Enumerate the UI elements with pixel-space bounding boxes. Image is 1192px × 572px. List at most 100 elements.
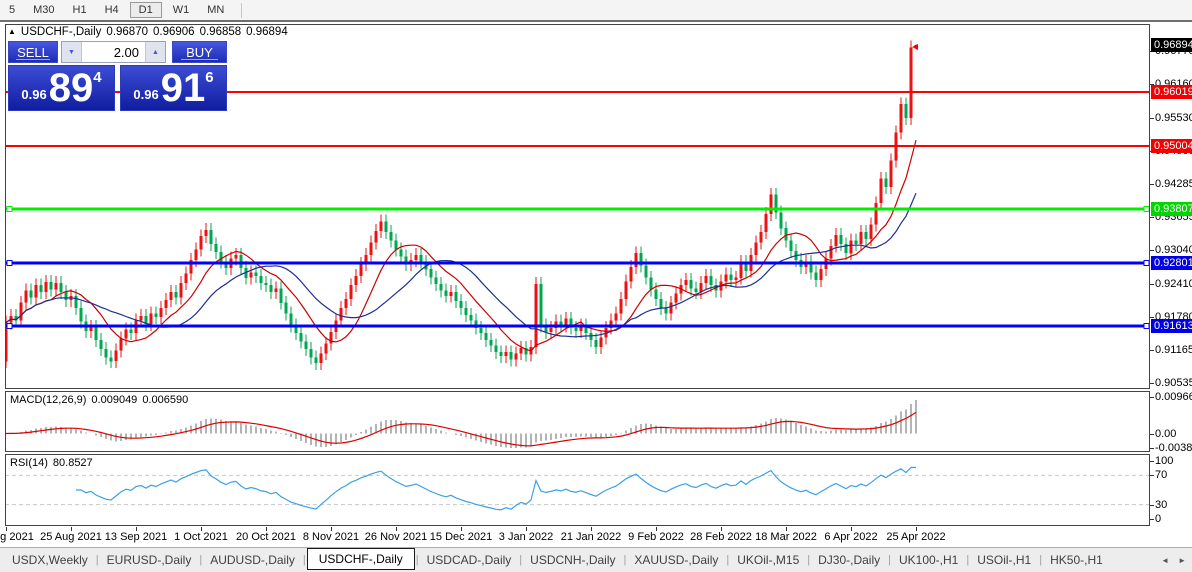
price-tick-mark — [1150, 434, 1154, 435]
main-chart-canvas[interactable] — [5, 24, 1150, 389]
level-price-label: 0.93807 — [1151, 202, 1192, 216]
date-tick-mark — [266, 527, 267, 531]
date-label: 3 Jan 2022 — [498, 531, 554, 543]
date-tick-mark — [591, 527, 592, 531]
tab-usdcnh-daily[interactable]: USDCNH-,Daily — [530, 553, 616, 567]
tab-separator: | — [966, 554, 970, 566]
sell-price-prefix: 0.96 — [21, 87, 47, 102]
date-tick-mark — [656, 527, 657, 531]
date-label: 8 Nov 2021 — [302, 531, 360, 543]
sell-underline — [16, 59, 50, 60]
macd-main-value: 0.009049 — [91, 394, 138, 406]
tab-hk50-h1[interactable]: HK50-,H1 — [1050, 553, 1103, 567]
tab-usdx-weekly[interactable]: USDX,Weekly — [12, 553, 88, 567]
tab-dj30-daily[interactable]: DJ30-,Daily — [818, 553, 881, 567]
sell-button[interactable]: SELL — [8, 41, 58, 63]
price-tick-mark — [1150, 383, 1154, 384]
date-tick-mark — [461, 527, 462, 531]
date-label: 1 Oct 2021 — [174, 531, 228, 543]
price-tick-label: 0.95530 — [1155, 112, 1192, 124]
tab-separator: | — [726, 554, 730, 566]
indicator-axis-label: 0.00 — [1155, 428, 1177, 440]
trade-panel: SELL ▼ 2.00 ▲ BUY 0.96 89 4 0.96 91 6 — [8, 41, 227, 111]
macd-signal-value: 0.006590 — [142, 394, 189, 406]
date-tick-mark — [6, 527, 7, 531]
date-tick-mark — [396, 527, 397, 531]
tab-separator: | — [302, 554, 306, 566]
date-tick-mark — [721, 527, 722, 531]
macd-indicator-canvas[interactable] — [5, 391, 1150, 452]
date-tick-mark — [851, 527, 852, 531]
date-label: 28 Feb 2022 — [690, 531, 752, 543]
timeframe-button-D1[interactable]: D1 — [129, 2, 162, 18]
last-price-marker-icon — [912, 44, 918, 50]
tab-usdcad-daily[interactable]: USDCAD-,Daily — [426, 553, 512, 567]
tab-separator: | — [95, 554, 99, 566]
rsi-line — [76, 466, 917, 511]
price-tick-label: 0.94285 — [1155, 178, 1192, 190]
buy-price-sup: 6 — [205, 69, 214, 86]
tab-scroll-right-icon[interactable]: ► — [1178, 555, 1186, 565]
candles — [5, 40, 918, 370]
macd-label: MACD(12,26,9) 0.009049 0.006590 — [10, 394, 188, 406]
tab-separator: | — [1039, 554, 1043, 566]
sell-price-box[interactable]: 0.96 89 4 — [8, 65, 115, 111]
volume-input[interactable]: 2.00 — [82, 42, 145, 62]
timeframe-button-5[interactable]: 5 — [9, 4, 16, 16]
buy-price-prefix: 0.96 — [133, 87, 159, 102]
buy-button[interactable]: BUY — [172, 41, 227, 63]
rsi-indicator-canvas[interactable] — [5, 454, 1150, 526]
volume-increase-button[interactable]: ▲ — [145, 42, 165, 62]
tab-separator: | — [888, 554, 891, 566]
symbol-tab-bar: USDX,Weekly | EURUSD-,Daily | AUDUSD-,Daily |… — [0, 547, 1192, 572]
date-label: 26 Nov 2021 — [364, 531, 428, 543]
low-value: 0.96858 — [199, 26, 242, 38]
indicator-axis-label: 30 — [1155, 499, 1168, 511]
buy-price-big: 91 — [160, 66, 206, 111]
buy-price-box[interactable]: 0.96 91 6 — [120, 65, 227, 111]
tab-scroll-left-icon[interactable]: ◄ — [1161, 555, 1170, 565]
tab-usoil-h1[interactable]: USOil-,H1 — [977, 553, 1032, 567]
price-tick-mark — [1150, 217, 1154, 218]
date-tick-mark — [526, 527, 527, 531]
date-label: 21 Jan 2022 — [560, 531, 622, 543]
macd-frame — [5, 391, 1150, 452]
date-tick-mark — [916, 527, 917, 531]
price-tick-label: 0.91165 — [1155, 344, 1192, 356]
timeframe-button-M30[interactable]: M30 — [33, 4, 55, 16]
current-price-label: 0.96894 — [1151, 38, 1192, 52]
timeframe-button-MN[interactable]: MN — [207, 4, 225, 16]
tab-separator: | — [415, 554, 419, 566]
tab-ukoil-m15[interactable]: UKOil-,M15 — [737, 553, 800, 567]
macd-histogram — [10, 400, 917, 449]
ma-fast-line — [5, 139, 917, 352]
open-value: 0.96870 — [106, 26, 148, 38]
date-tick-mark — [331, 527, 332, 531]
date-label: 25 Apr 2022 — [886, 531, 946, 543]
price-tick-mark — [1150, 118, 1154, 119]
rsi-value: 80.8527 — [52, 457, 93, 469]
chart-ohlc-header: ▲ USDCHF-,Daily 0.96870 0.96906 0.96858 0.968… — [8, 26, 288, 38]
date-tick-mark — [201, 527, 202, 531]
rsi-bands — [5, 474, 1150, 506]
price-tick-mark — [1150, 184, 1154, 185]
indicator-axis-label: 100 — [1155, 455, 1174, 467]
tab-uk100-h1[interactable]: UK100-,H1 — [898, 553, 959, 567]
timeframe-button-H4[interactable]: H4 — [104, 4, 119, 16]
price-tick-label: 0.93040 — [1155, 244, 1192, 256]
collapse-icon[interactable]: ▲ — [8, 27, 16, 36]
price-tick-mark — [1150, 317, 1154, 318]
price-tick-mark — [1150, 461, 1154, 462]
tab-xauusd-daily[interactable]: XAUUSD-,Daily — [634, 553, 719, 567]
level-price-label: 0.95004 — [1151, 139, 1192, 153]
price-tick-mark — [1150, 397, 1154, 398]
timeframe-button-W1[interactable]: W1 — [172, 4, 190, 16]
timeframe-button-H1[interactable]: H1 — [72, 4, 87, 16]
tab-audusd-daily[interactable]: AUDUSD-,Daily — [210, 553, 295, 567]
price-tick-mark — [1150, 284, 1154, 285]
date-tick-mark — [71, 527, 72, 531]
buy-underline — [180, 59, 219, 60]
tab-eurusd-daily[interactable]: EURUSD-,Daily — [106, 553, 192, 567]
tab-usdchf-daily[interactable]: USDCHF-,Daily — [306, 547, 415, 570]
volume-decrease-button[interactable]: ▼ — [62, 42, 82, 62]
